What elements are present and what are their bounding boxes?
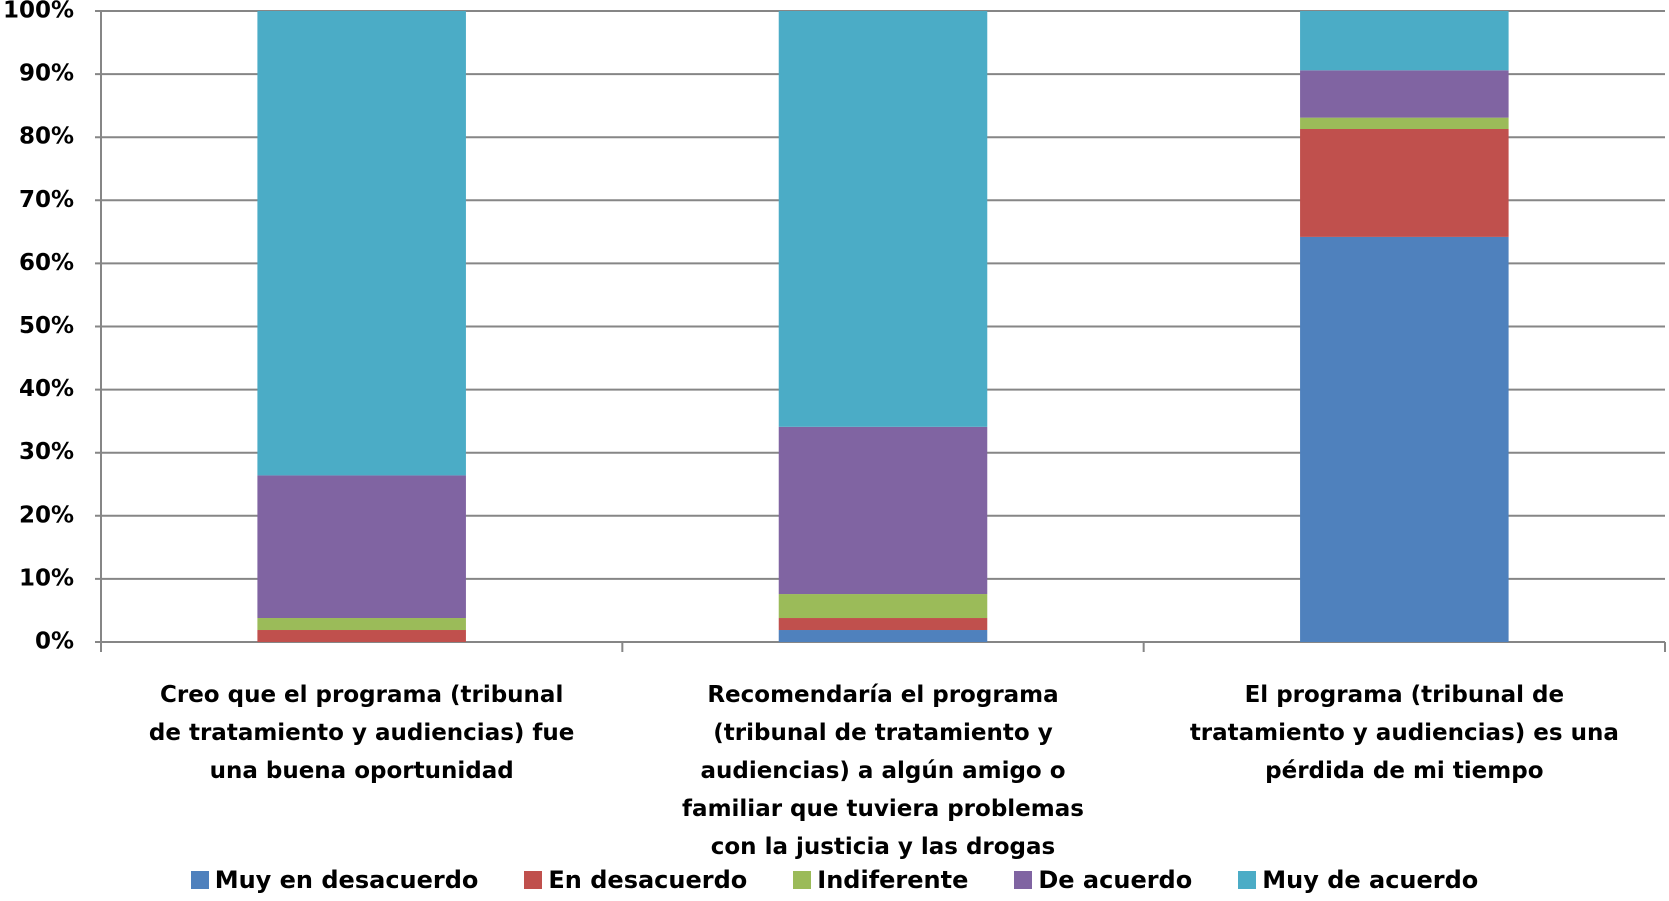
bar-segment <box>257 475 466 619</box>
legend-swatch <box>524 871 543 889</box>
bar-segment <box>1300 236 1509 642</box>
bar-segment <box>1300 117 1509 129</box>
legend-swatch <box>190 871 209 889</box>
legend-swatch <box>1014 871 1033 889</box>
y-tick-label: 100% <box>3 0 74 24</box>
bar-segment <box>778 11 988 427</box>
y-tick-label: 10% <box>19 565 74 591</box>
legend-item: Muy en desacuerdo <box>190 866 479 894</box>
bar-segment <box>1300 70 1509 118</box>
legend-item: Muy de acuerdo <box>1238 866 1478 894</box>
y-tick-label: 30% <box>19 439 74 465</box>
legend-label: Indiferente <box>817 866 969 894</box>
legend-swatch <box>1238 871 1257 889</box>
legend-label: De acuerdo <box>1038 866 1193 894</box>
y-tick-label: 80% <box>19 124 74 150</box>
x-tick-label: Creo que el programa (tribunal de tratam… <box>148 682 575 784</box>
legend-label: Muy en desacuerdo <box>214 866 479 894</box>
legend-label: En desacuerdo <box>548 866 748 894</box>
y-tick-label: 50% <box>19 313 74 339</box>
y-tick-label: 20% <box>19 502 74 528</box>
bar-segment <box>257 618 466 631</box>
legend-swatch <box>793 871 812 889</box>
bar-segment <box>257 11 466 476</box>
bar-segment <box>778 426 988 595</box>
legend: Muy en desacuerdo En desacuerdo Indiferent… <box>0 866 1669 894</box>
y-tick-label: 60% <box>19 250 74 276</box>
y-tick-label: 70% <box>19 187 74 213</box>
x-tick-label: El programa (tribunal de tratamiento y a… <box>1189 682 1619 784</box>
bar-segment <box>778 630 988 642</box>
bar-segment <box>1300 11 1509 71</box>
bar-segment <box>1300 128 1509 237</box>
x-tick-label: Recomendaría el programa (tribunal de tr… <box>682 682 1084 860</box>
legend-item: De acuerdo <box>1014 866 1192 894</box>
y-tick-label: 40% <box>19 376 74 402</box>
legend-item: En desacuerdo <box>524 866 747 894</box>
bar-segment <box>778 594 988 619</box>
legend-label: Muy de acuerdo <box>1262 866 1479 894</box>
bar-segment <box>778 618 988 631</box>
y-tick-label: 90% <box>19 61 74 87</box>
y-tick-label: 0% <box>35 629 74 655</box>
bar-segment <box>257 630 466 642</box>
legend-item: Indiferente <box>793 866 968 894</box>
